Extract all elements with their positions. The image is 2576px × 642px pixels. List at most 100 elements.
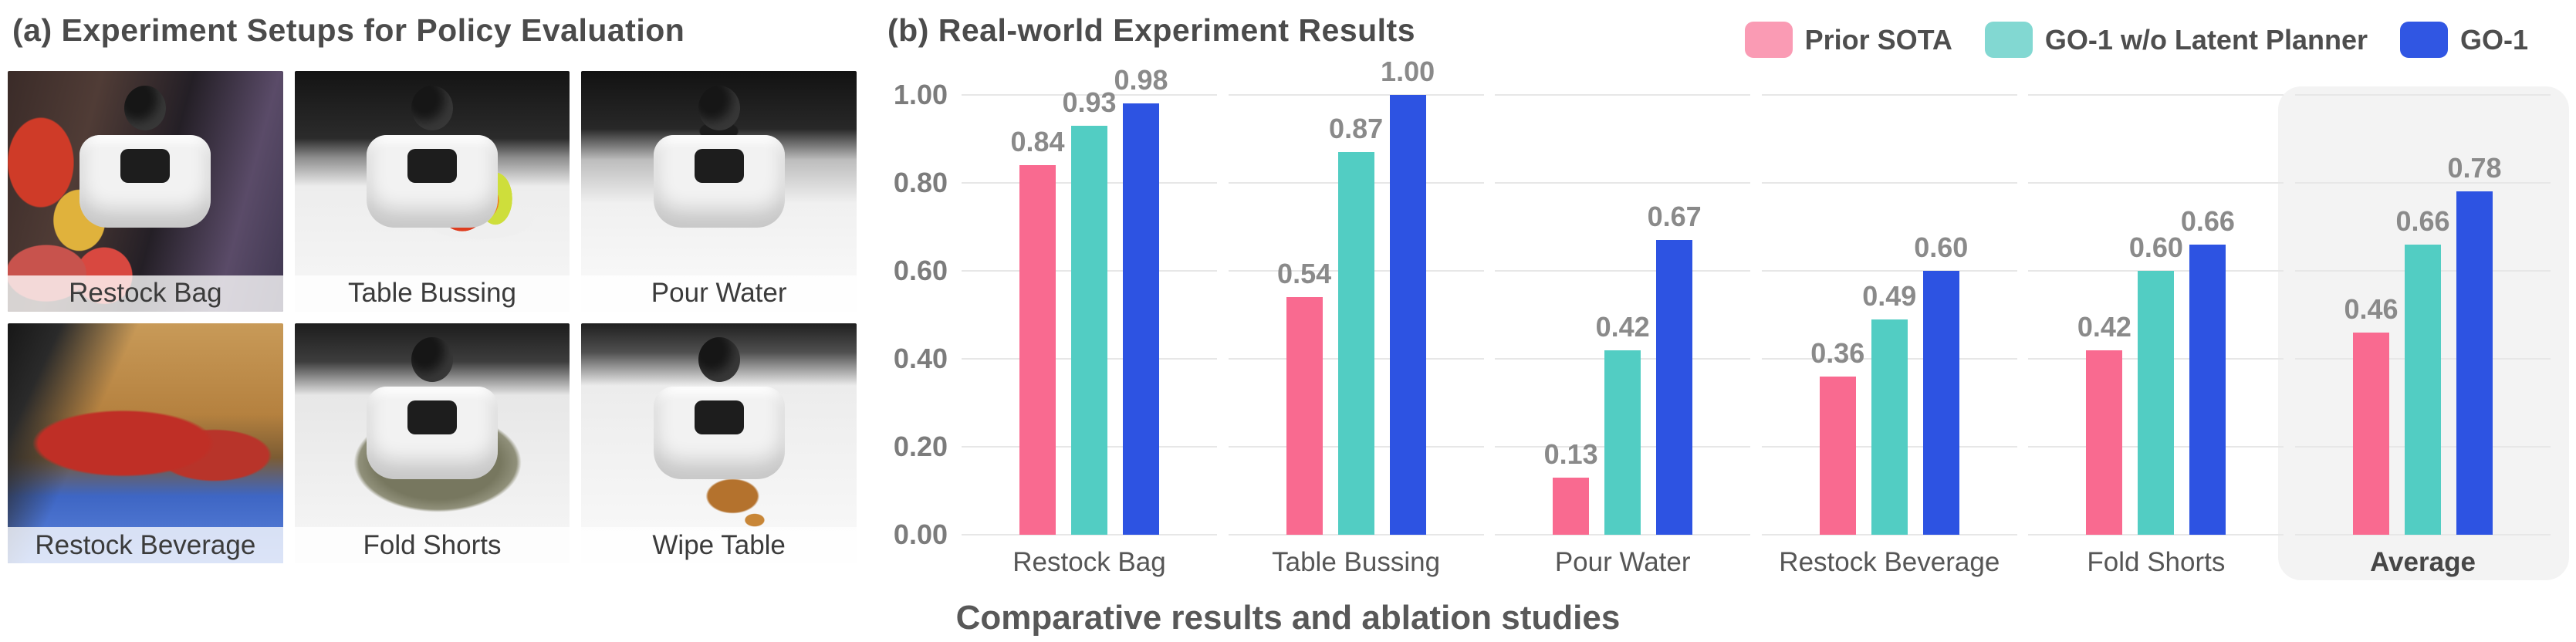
gridline	[1761, 270, 2017, 272]
gridline	[1495, 94, 1751, 96]
robot-head-icon	[411, 337, 453, 383]
robot-head-icon	[411, 85, 453, 130]
bar-prior-sota	[2353, 332, 2389, 535]
robot-head-icon	[698, 337, 740, 383]
robot-figure	[634, 337, 804, 480]
bar-prior-sota	[2086, 350, 2123, 535]
chart-panel-restock-beverage: 0.36 0.49 0.60 Restock Beverage	[1761, 94, 2017, 577]
photo-label: Restock Bag	[8, 275, 283, 312]
robot-body	[366, 134, 498, 228]
bar-value-label: 0.13	[1543, 438, 1598, 470]
bar-go-1	[2456, 191, 2493, 535]
y-tick-label: 1.00	[893, 79, 948, 110]
photo-fold-shorts: Fold Shorts	[294, 323, 570, 563]
bar-value-label: 0.98	[1114, 64, 1168, 96]
gridline	[1228, 534, 1484, 536]
chart-legend: Prior SOTA GO-1 w/o Latent Planner GO-1	[1744, 22, 2528, 58]
bar-value-label: 0.78	[2447, 152, 2502, 184]
chart-panel-pour-water: 0.13 0.42 0.67 Pour Water	[1495, 94, 1751, 577]
robot-body	[653, 387, 785, 480]
bar-value-label: 0.67	[1647, 201, 1702, 233]
bar-prior-sota	[1286, 297, 1323, 535]
robot-head-icon	[124, 85, 167, 130]
gridline	[1495, 534, 1751, 536]
bar-prior-sota	[1819, 376, 1856, 535]
gridline	[1761, 94, 2017, 96]
legend-item-go1: GO-1	[2399, 22, 2528, 58]
figure-caption: Comparative results and ablation studies	[955, 599, 1621, 637]
bar-go-1	[1389, 95, 1426, 535]
bar-go-1	[1922, 271, 1959, 535]
bar-value-label: 0.60	[2128, 231, 2183, 263]
photo-table-bussing: Table Bussing	[294, 71, 570, 312]
robot-body	[366, 387, 498, 480]
legend-swatch-blue	[2399, 22, 2448, 58]
gridline	[1761, 534, 2017, 536]
legend-label: Prior SOTA	[1804, 23, 1952, 56]
legend-item-go1-wo-latent-planner: GO-1 w/o Latent Planner	[1984, 22, 2368, 58]
bar-value-label: 1.00	[1381, 56, 1435, 87]
y-tick-label: 0.40	[893, 343, 948, 374]
robot-body	[79, 134, 211, 228]
gridline	[1495, 182, 1751, 184]
chart-panel-table-bussing: 0.54 0.87 1.00 Table Bussing	[1228, 56, 1484, 577]
robot-figure	[347, 85, 517, 228]
legend-label: GO-1 w/o Latent Planner	[2044, 23, 2368, 56]
gridline	[2295, 94, 2551, 96]
bar-go-1	[1656, 240, 1693, 535]
gridline	[2028, 94, 2284, 96]
bar-value-label: 0.36	[1810, 336, 1865, 369]
bar-value-label: 0.54	[1277, 258, 1332, 290]
bar-prior-sota	[1553, 477, 1590, 535]
gridline	[962, 534, 1217, 536]
bar-go-1-w-o-latent-planner	[2405, 244, 2441, 535]
photo-label: Wipe Table	[581, 527, 857, 563]
category-label: Average	[2370, 547, 2476, 577]
gridline	[2028, 182, 2284, 184]
bar-value-label: 0.42	[1595, 310, 1650, 343]
bar-value-label: 0.93	[1062, 86, 1117, 118]
photo-pour-water: Pour Water	[581, 71, 857, 312]
bar-value-label: 0.49	[1862, 279, 1917, 312]
photo-grid: Restock Bag Table Bussing Pour Water Res…	[8, 71, 857, 563]
panel-a-title: (a) Experiment Setups for Policy Evaluat…	[12, 12, 685, 48]
photo-label: Table Bussing	[294, 275, 570, 312]
photo-label: Fold Shorts	[294, 527, 570, 563]
bar-go-1-w-o-latent-planner	[2138, 271, 2175, 535]
bar-value-label: 0.46	[2344, 292, 2399, 325]
category-label: Pour Water	[1554, 547, 1691, 577]
photo-wipe-table: Wipe Table	[581, 323, 857, 563]
gridline	[1761, 182, 2017, 184]
bar-go-1-w-o-latent-planner	[1337, 152, 1374, 535]
bar-prior-sota	[1019, 165, 1056, 535]
gridline	[2028, 534, 2284, 536]
y-tick-label: 0.00	[893, 519, 948, 550]
gridline	[2295, 182, 2551, 184]
chart-panel-average: 0.46 0.66 0.78 Average	[2295, 94, 2551, 577]
category-label: Table Bussing	[1272, 547, 1441, 577]
category-label: Restock Bag	[1012, 547, 1166, 577]
legend-item-prior-sota: Prior SOTA	[1744, 22, 1952, 58]
legend-label: GO-1	[2459, 23, 2528, 56]
bar-value-label: 0.66	[2180, 204, 2235, 237]
gridline	[1228, 94, 1484, 96]
robot-figure	[634, 85, 804, 228]
bar-go-1-w-o-latent-planner	[1604, 350, 1641, 535]
robot-body	[653, 134, 785, 228]
bar-value-label: 0.60	[1914, 231, 1969, 263]
robot-head-icon	[698, 85, 740, 130]
photo-restock-beverage: Restock Beverage	[8, 323, 283, 563]
y-tick-label: 0.60	[893, 255, 948, 286]
bar-value-label: 0.84	[1010, 126, 1065, 158]
chart-panel-restock-bag: 0.84 0.93 0.98 Restock Bag	[962, 65, 1217, 577]
robot-figure	[347, 337, 517, 480]
legend-swatch-pink	[1744, 22, 1793, 58]
gridline	[1495, 270, 1751, 272]
photo-restock-bag: Restock Bag	[8, 71, 283, 312]
bar-go-1	[1123, 103, 1159, 535]
legend-swatch-teal	[1984, 22, 2033, 58]
bar-go-1-w-o-latent-planner	[1071, 125, 1107, 535]
photo-label: Restock Beverage	[8, 527, 283, 563]
